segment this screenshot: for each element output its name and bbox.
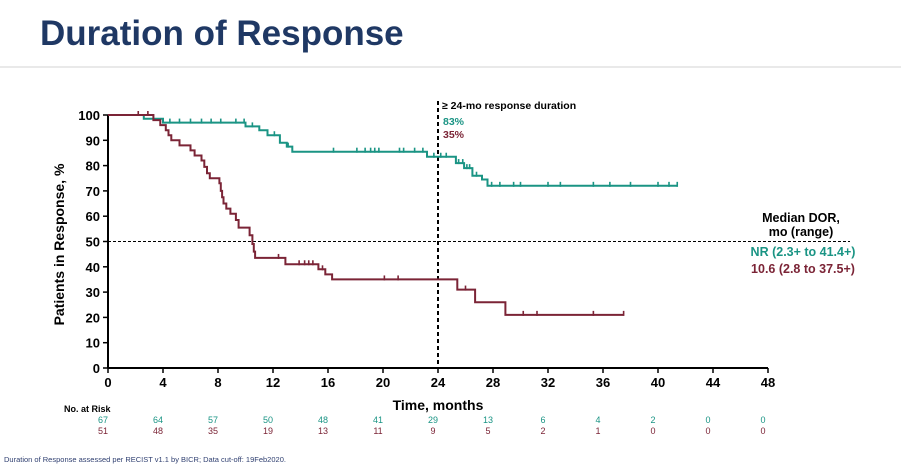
x-tick-label: 24	[431, 375, 446, 390]
at-risk-value: 19	[263, 426, 273, 436]
y-tick-label: 50	[86, 235, 100, 250]
x-tick-label: 44	[706, 375, 721, 390]
y-tick-label: 20	[86, 310, 100, 325]
x-tick-label: 12	[266, 375, 280, 390]
at-risk-value: 5	[485, 426, 490, 436]
at-risk-value: 13	[318, 426, 328, 436]
at-risk-value: 6	[540, 415, 545, 425]
y-tick-label: 70	[86, 184, 100, 199]
at-risk-value: 0	[705, 426, 710, 436]
footnote: Duration of Response assessed per RECIST…	[4, 455, 286, 464]
at-risk-value: 57	[208, 415, 218, 425]
landmark-label: ≥ 24-mo response duration	[442, 100, 576, 112]
x-tick-label: 16	[321, 375, 335, 390]
at-risk-value: 13	[483, 415, 493, 425]
km-curve-series-2	[108, 114, 624, 316]
at-risk-value: 41	[373, 415, 383, 425]
y-tick-label: 0	[93, 361, 100, 376]
median-label-line: mo (range)	[769, 225, 834, 239]
x-tick-label: 32	[541, 375, 555, 390]
x-tick-label: 0	[104, 375, 111, 390]
at-risk-value: 29	[428, 415, 438, 425]
x-tick-label: 48	[761, 375, 775, 390]
y-tick-label: 40	[86, 260, 100, 275]
x-tick-label: 36	[596, 375, 610, 390]
at-risk-value: 0	[760, 426, 765, 436]
at-risk-value: 50	[263, 415, 273, 425]
x-tick-label: 28	[486, 375, 500, 390]
at-risk-value: 48	[318, 415, 328, 425]
at-risk-value: 2	[540, 426, 545, 436]
x-tick-label: 8	[214, 375, 221, 390]
y-axis-title: Patients in Response, %	[51, 163, 67, 325]
y-tick-label: 100	[78, 108, 100, 123]
at-risk-value: 0	[760, 415, 765, 425]
at-risk-value: 48	[153, 426, 163, 436]
y-tick-label: 80	[86, 159, 100, 174]
x-tick-label: 4	[159, 375, 167, 390]
median-value-series-1: NR (2.3+ to 41.4+)	[751, 245, 856, 259]
km-curve-series-1	[108, 114, 678, 187]
at-risk-value: 11	[373, 426, 382, 436]
landmark-value-series-2: 35%	[443, 129, 465, 141]
page-title: Duration of Response	[40, 14, 404, 53]
at-risk-value: 9	[430, 426, 435, 436]
x-axis-title: Time, months	[393, 397, 484, 413]
at-risk-value: 51	[98, 426, 108, 436]
at-risk-value: 67	[98, 415, 108, 425]
x-tick-label: 20	[376, 375, 390, 390]
median-label-line: Median DOR,	[762, 211, 840, 225]
at-risk-value: 1	[595, 426, 600, 436]
y-tick-label: 30	[86, 285, 100, 300]
x-tick-label: 40	[651, 375, 665, 390]
at-risk-value: 35	[208, 426, 218, 436]
at-risk-value: 0	[705, 415, 710, 425]
at-risk-value: 64	[153, 415, 163, 425]
at-risk-label: No. at Risk	[64, 404, 112, 414]
y-tick-label: 60	[86, 209, 100, 224]
title-divider	[0, 66, 901, 68]
at-risk-value: 0	[650, 426, 655, 436]
y-tick-label: 10	[86, 336, 100, 351]
at-risk-value: 2	[650, 415, 655, 425]
at-risk-value: 4	[595, 415, 600, 425]
median-value-series-2: 10.6 (2.8 to 37.5+)	[751, 262, 855, 276]
y-tick-label: 90	[86, 133, 100, 148]
landmark-value-series-1: 83%	[443, 116, 465, 128]
